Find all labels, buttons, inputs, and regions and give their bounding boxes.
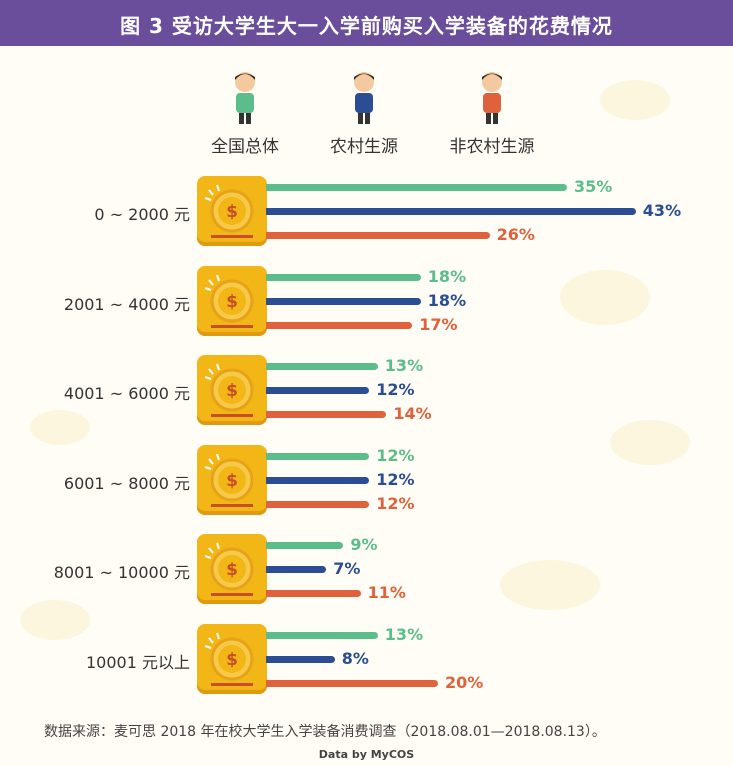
data-label: 26% <box>496 225 535 244</box>
svg-text:$: $ <box>226 202 238 222</box>
bar <box>266 679 438 687</box>
data-label: 7% <box>333 559 361 578</box>
bar <box>266 590 361 597</box>
bar <box>266 321 413 329</box>
credit-logo: Data by MyCOS <box>318 748 415 761</box>
legend-rural: 农村生源 <box>309 70 419 157</box>
bar <box>266 655 335 663</box>
background-coin <box>30 410 90 445</box>
coin-icon: $ <box>197 534 267 604</box>
data-label: 12% <box>376 445 415 465</box>
bar <box>266 542 344 549</box>
data-label: 13% <box>384 624 424 644</box>
bar <box>266 297 421 305</box>
coin-icon: $ <box>197 355 267 425</box>
data-label: 12% <box>376 469 415 489</box>
chart-title: 图 3 受访大学生大一入学前购买入学装备的花费情况 <box>120 14 613 38</box>
data-label: 18% <box>427 266 467 286</box>
bar <box>266 363 378 370</box>
background-coin <box>560 270 650 325</box>
category-label: 8001 ~ 10000 元 <box>53 563 190 582</box>
bar <box>266 566 327 573</box>
svg-text:$: $ <box>226 292 238 312</box>
svg-text:$: $ <box>226 650 238 670</box>
bar <box>266 208 636 215</box>
bar <box>266 476 370 484</box>
data-label: 35% <box>574 177 613 196</box>
legend-label: 全国总体 <box>211 137 279 157</box>
coin-icon: $ <box>197 265 267 336</box>
legend-label: 非农村生源 <box>449 137 535 157</box>
data-label: 43% <box>642 201 682 220</box>
bar <box>266 631 378 639</box>
background-coin <box>20 600 90 640</box>
background-coin <box>500 560 600 610</box>
data-label: 8% <box>341 648 369 668</box>
background-coin <box>610 420 690 465</box>
coin-icon: $ <box>197 176 267 246</box>
bar <box>266 387 370 394</box>
svg-text:$: $ <box>226 381 238 401</box>
bar <box>266 184 567 191</box>
legend-national: 全国总体 <box>190 70 300 157</box>
legend-nonrural: 非农村生源 <box>437 70 547 157</box>
data-label: 17% <box>419 314 458 334</box>
category-label: 6001 ~ 8000 元 <box>63 473 190 493</box>
data-label: 11% <box>367 583 406 602</box>
bar <box>266 500 370 508</box>
category-label: 0 ~ 2000 元 <box>94 205 190 224</box>
data-label: 12% <box>376 380 415 399</box>
student-icon <box>235 72 255 124</box>
category-label: 4001 ~ 6000 元 <box>63 384 190 403</box>
header-bar: 图 3 受访大学生大一入学前购买入学装备的花费情况 <box>0 0 733 46</box>
student-icon <box>482 72 502 124</box>
data-label: 18% <box>427 290 467 310</box>
coin-icon: $ <box>197 444 267 515</box>
data-label: 12% <box>376 493 415 513</box>
bar <box>266 452 370 460</box>
legend-label: 农村生源 <box>330 137 398 157</box>
category-label: 10001 元以上 <box>86 652 190 672</box>
data-label: 13% <box>384 356 424 375</box>
data-label: 9% <box>350 535 378 554</box>
category-label: 2001 ~ 4000 元 <box>63 294 190 314</box>
svg-text:$: $ <box>226 560 238 580</box>
bar <box>266 411 387 418</box>
data-label: 14% <box>393 404 432 423</box>
background-coin <box>600 80 670 120</box>
student-icon <box>354 72 374 124</box>
coin-icon: $ <box>197 623 267 694</box>
data-label: 20% <box>445 672 484 692</box>
data-source-note: 数据来源：麦可思 2018 年在校大学生入学装备消费调查（2018.08.01—… <box>44 724 606 740</box>
bar <box>266 273 421 281</box>
svg-text:$: $ <box>226 471 238 491</box>
bar <box>266 232 490 239</box>
